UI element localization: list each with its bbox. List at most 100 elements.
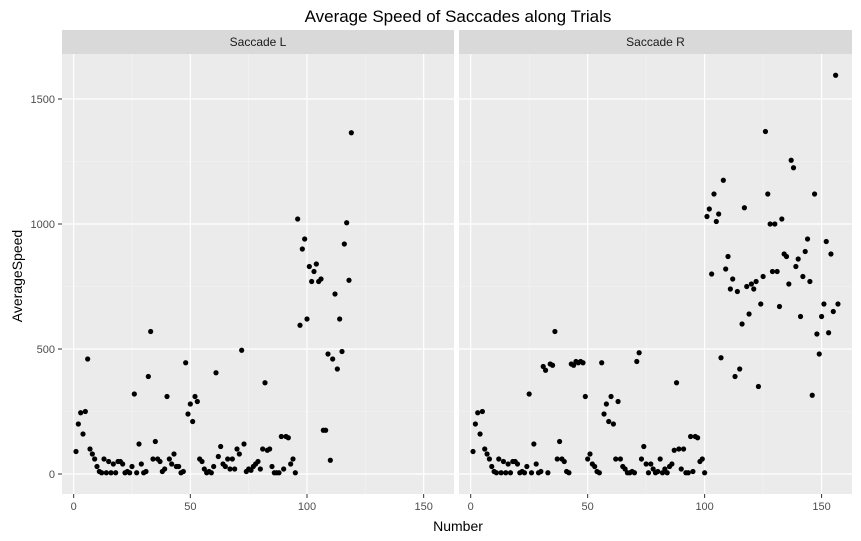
data-point <box>671 447 677 453</box>
data-point <box>313 261 319 267</box>
data-point <box>486 456 493 462</box>
data-point <box>592 463 598 470</box>
data-point <box>601 411 607 417</box>
data-point <box>790 165 797 171</box>
data-point <box>524 463 530 470</box>
chart-title: Average Speed of Saccades along Trials <box>305 7 612 26</box>
data-point <box>610 421 616 427</box>
x-tick-label: 100 <box>695 501 713 513</box>
data-point <box>599 360 605 366</box>
data-point <box>655 468 661 475</box>
data-point <box>236 451 242 457</box>
data-point <box>507 470 514 476</box>
data-point <box>234 446 240 452</box>
data-point <box>248 467 254 473</box>
data-point <box>795 256 801 262</box>
data-point <box>783 253 790 260</box>
data-point <box>73 448 79 455</box>
data-point <box>232 466 238 472</box>
data-point <box>78 410 84 416</box>
data-point <box>106 458 112 465</box>
data-point <box>136 441 142 447</box>
data-point <box>702 470 708 476</box>
data-point <box>514 461 521 467</box>
data-point <box>818 313 825 320</box>
data-point <box>127 470 133 476</box>
data-point <box>664 470 670 476</box>
panel-background <box>459 54 852 494</box>
y-tick-label: 1000 <box>31 219 55 231</box>
data-point <box>208 470 214 476</box>
data-point <box>218 443 224 450</box>
data-point <box>162 466 168 472</box>
data-point <box>645 470 652 476</box>
data-point <box>150 456 156 462</box>
data-point <box>755 383 762 390</box>
data-point <box>566 470 572 476</box>
data-point <box>561 458 567 465</box>
data-point <box>603 401 609 407</box>
data-point <box>800 273 806 280</box>
data-point <box>225 456 231 462</box>
data-point <box>222 463 228 470</box>
data-point <box>318 276 324 282</box>
data-point <box>648 461 654 467</box>
facet-strip-label: Saccade R <box>626 35 685 49</box>
data-point <box>713 218 719 225</box>
data-point <box>580 360 586 366</box>
data-point <box>500 458 507 465</box>
data-point <box>753 278 759 285</box>
data-point <box>267 446 273 452</box>
data-point <box>659 470 666 476</box>
data-point <box>687 433 694 440</box>
data-point <box>187 401 193 407</box>
data-point <box>213 370 219 376</box>
data-point <box>821 301 827 307</box>
data-point <box>80 431 86 437</box>
data-point <box>192 393 198 400</box>
data-point <box>585 456 591 462</box>
data-point <box>241 441 247 447</box>
data-point <box>334 366 340 372</box>
data-point <box>833 72 839 78</box>
x-axis-title: Number <box>433 518 483 534</box>
data-point <box>650 466 656 472</box>
data-point <box>716 211 722 217</box>
data-point <box>814 331 820 337</box>
data-point <box>793 263 799 270</box>
x-tick-label: 150 <box>812 501 830 513</box>
data-point <box>131 391 137 397</box>
data-point <box>346 277 352 283</box>
data-point <box>171 451 177 457</box>
data-point <box>138 461 144 467</box>
data-point <box>802 248 808 255</box>
y-tick-label: 1500 <box>31 94 55 106</box>
data-point <box>489 463 495 470</box>
data-point <box>657 456 663 462</box>
data-point <box>709 271 715 277</box>
data-point <box>711 191 717 197</box>
data-point <box>470 448 476 455</box>
x-tick-label: 50 <box>184 501 196 513</box>
data-point <box>211 463 217 470</box>
data-point <box>325 351 331 357</box>
x-tick-label: 50 <box>582 501 594 513</box>
data-point <box>533 461 539 467</box>
facet-strip-label: Saccade L <box>230 35 287 49</box>
data-point <box>484 451 490 457</box>
data-point <box>164 393 170 400</box>
data-point <box>767 221 773 227</box>
x-tick-label: 0 <box>71 501 77 513</box>
data-point <box>807 278 813 285</box>
data-point <box>94 463 100 470</box>
data-point <box>828 251 834 257</box>
data-point <box>617 456 624 462</box>
data-point <box>734 288 740 295</box>
data-point <box>348 130 354 136</box>
data-point <box>493 470 500 476</box>
data-point <box>472 421 478 427</box>
data-point <box>108 470 114 476</box>
data-point <box>786 281 792 287</box>
data-point <box>92 456 98 462</box>
